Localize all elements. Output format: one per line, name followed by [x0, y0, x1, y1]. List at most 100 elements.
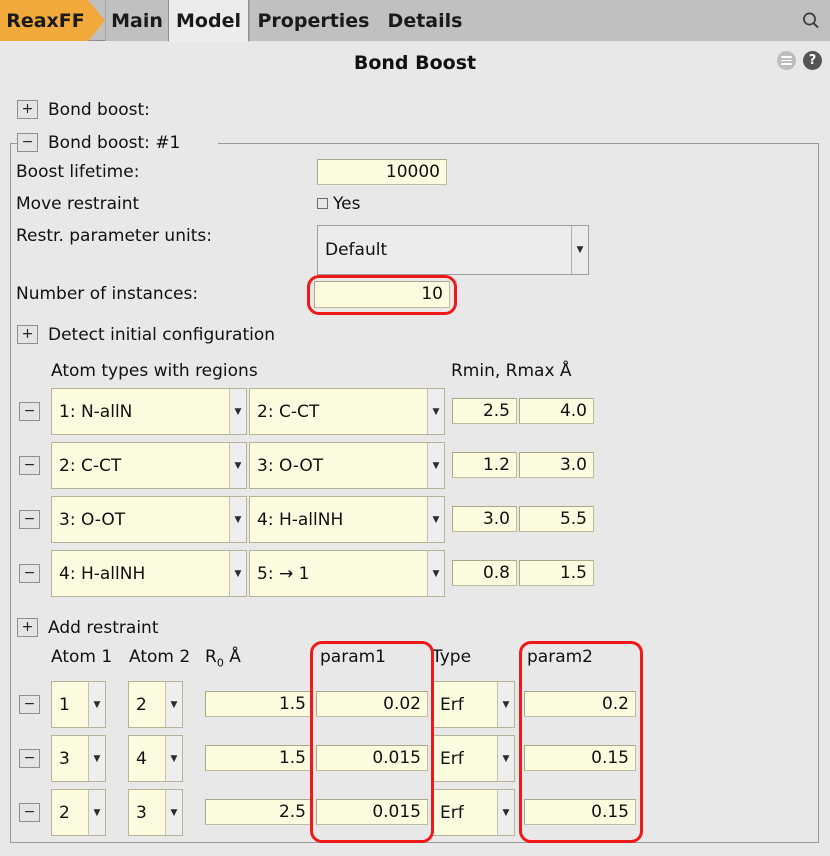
restraint-type-value-row-1: Erf [440, 694, 464, 715]
remove-restraint-row-2[interactable]: − [19, 749, 40, 768]
rmin-input-row-4[interactable]: 0.8 [452, 560, 517, 586]
tab-model[interactable]: Model [168, 0, 249, 42]
rmax-input-row-4[interactable]: 1.5 [519, 560, 594, 586]
remove-atom-type-row-2[interactable]: − [19, 456, 40, 475]
restraint-header-param1: param1 [320, 647, 386, 667]
hamburger-menu-icon[interactable] [777, 51, 796, 70]
help-question-icon[interactable]: ? [803, 51, 822, 70]
remove-atom-type-row-4[interactable]: − [19, 564, 40, 583]
label-detect-initial-configuration: Detect initial configuration [48, 325, 276, 345]
rmax-input-row-1[interactable]: 4.0 [519, 398, 594, 424]
expander-bond-boost-1-glyph: − [21, 134, 34, 150]
restr-parameter-units-dropdown[interactable]: Default ▼ [317, 225, 589, 275]
help-icon-glyph: ? [808, 53, 817, 68]
restraint-header-atom2: Atom 2 [129, 647, 191, 667]
restraint-header-param2: param2 [527, 647, 593, 667]
chevron-down-icon[interactable]: ▼ [165, 736, 182, 781]
rmax-input-row-3[interactable]: 5.5 [519, 506, 594, 532]
boost-lifetime-input[interactable]: 10000 [317, 159, 447, 185]
remove-atom-type-row-3[interactable]: − [19, 510, 40, 529]
chevron-down-icon[interactable]: ▼ [88, 682, 105, 727]
chevron-down-icon[interactable]: ▼ [497, 736, 514, 781]
restraint-header-atom1: Atom 1 [51, 647, 113, 667]
move-restraint-checkbox[interactable] [317, 198, 328, 209]
restraint-atom2-value-row-2: 4 [136, 748, 147, 769]
search-icon[interactable] [800, 10, 822, 32]
atom-type-1-value-row-2: 2: C-CT [59, 455, 122, 476]
page-title: Bond Boost [353, 52, 477, 74]
label-bond-boost: Bond boost: [48, 100, 150, 120]
atom-type-2-dropdown-row-4[interactable]: 5: → 1 ▼ [249, 550, 445, 597]
chevron-down-icon[interactable]: ▼ [571, 226, 588, 274]
restraint-param1-input-row-2[interactable]: 0.015 [316, 745, 428, 771]
restraint-param2-input-row-3[interactable]: 0.15 [524, 799, 636, 825]
remove-restraint-row-1[interactable]: − [19, 695, 40, 714]
rmin-input-row-3[interactable]: 3.0 [452, 506, 517, 532]
expander-bond-boost-glyph: + [21, 101, 34, 117]
chevron-down-icon[interactable]: ▼ [229, 389, 246, 434]
chevron-down-icon[interactable]: ▼ [497, 790, 514, 835]
restraint-atom2-dropdown-row-3[interactable]: 3 ▼ [128, 789, 183, 836]
tab-properties-label: Properties [257, 9, 370, 32]
tab-reaxff[interactable]: ReaxFF [0, 0, 105, 41]
restraint-atom1-dropdown-row-3[interactable]: 2 ▼ [51, 789, 106, 836]
atom-type-2-dropdown-row-2[interactable]: 3: O-OT ▼ [249, 442, 445, 489]
atom-type-1-dropdown-row-3[interactable]: 3: O-OT ▼ [51, 496, 247, 543]
remove-atom-type-row-1[interactable]: − [19, 402, 40, 421]
chevron-down-icon[interactable]: ▼ [229, 497, 246, 542]
restraint-param1-input-row-3[interactable]: 0.015 [316, 799, 428, 825]
tab-properties[interactable]: Properties [249, 0, 377, 41]
label-restr-parameter-units: Restr. parameter units: [16, 226, 212, 246]
chevron-down-icon[interactable]: ▼ [165, 790, 182, 835]
restraint-param1-input-row-1[interactable]: 0.02 [316, 691, 428, 717]
atom-type-2-dropdown-row-1[interactable]: 2: C-CT ▼ [249, 388, 445, 435]
chevron-down-icon[interactable]: ▼ [88, 790, 105, 835]
remove-glyph: − [23, 457, 36, 473]
restraint-r0-input-row-1[interactable]: 1.5 [205, 691, 313, 717]
chevron-down-icon[interactable]: ▼ [497, 682, 514, 727]
rmin-input-row-1[interactable]: 2.5 [452, 398, 517, 424]
restraint-atom2-value-row-1: 2 [136, 694, 147, 715]
restraint-atom1-dropdown-row-2[interactable]: 3 ▼ [51, 735, 106, 782]
rmin-input-row-2[interactable]: 1.2 [452, 452, 517, 478]
expander-add-restraint[interactable]: + [17, 618, 38, 637]
restraint-atom1-value-row-2: 3 [59, 748, 70, 769]
atom-type-2-dropdown-row-3[interactable]: 4: H-allNH ▼ [249, 496, 445, 543]
restraint-atom2-dropdown-row-2[interactable]: 4 ▼ [128, 735, 183, 782]
tab-details[interactable]: Details [377, 0, 473, 41]
expander-detect-initial-configuration[interactable]: + [17, 325, 38, 344]
remove-restraint-row-3[interactable]: − [19, 803, 40, 822]
chevron-down-icon[interactable]: ▼ [229, 443, 246, 488]
restraint-atom1-value-row-3: 2 [59, 802, 70, 823]
restraint-type-dropdown-row-2[interactable]: Erf ▼ [432, 735, 515, 782]
atom-type-1-dropdown-row-1[interactable]: 1: N-allN ▼ [51, 388, 247, 435]
tab-model-label: Model [176, 9, 241, 32]
chevron-down-icon[interactable]: ▼ [427, 497, 444, 542]
restraint-param2-input-row-2[interactable]: 0.15 [524, 745, 636, 771]
chevron-down-icon[interactable]: ▼ [427, 551, 444, 596]
number-of-instances-input[interactable]: 10 [314, 281, 450, 308]
restraint-type-dropdown-row-3[interactable]: Erf ▼ [432, 789, 515, 836]
expander-bond-boost-1[interactable]: − [17, 133, 38, 152]
restraint-atom1-dropdown-row-1[interactable]: 1 ▼ [51, 681, 106, 728]
chevron-down-icon[interactable]: ▼ [229, 551, 246, 596]
chevron-down-icon[interactable]: ▼ [88, 736, 105, 781]
restraint-r0-input-row-3[interactable]: 2.5 [205, 799, 313, 825]
remove-glyph: − [23, 511, 36, 527]
restraint-atom2-value-row-3: 3 [136, 802, 147, 823]
restraint-param2-input-row-1[interactable]: 0.2 [524, 691, 636, 717]
restraint-r0-input-row-2[interactable]: 1.5 [205, 745, 313, 771]
chevron-down-icon[interactable]: ▼ [427, 443, 444, 488]
tab-main[interactable]: Main [105, 0, 168, 41]
atom-type-1-dropdown-row-4[interactable]: 4: H-allNH ▼ [51, 550, 247, 597]
restraint-atom2-dropdown-row-1[interactable]: 2 ▼ [128, 681, 183, 728]
chevron-down-icon[interactable]: ▼ [165, 682, 182, 727]
chevron-down-icon[interactable]: ▼ [427, 389, 444, 434]
atom-type-1-dropdown-row-2[interactable]: 2: C-CT ▼ [51, 442, 247, 489]
rmax-input-row-2[interactable]: 3.0 [519, 452, 594, 478]
expander-bond-boost[interactable]: + [17, 100, 38, 119]
atom-type-1-value-row-3: 3: O-OT [59, 509, 126, 530]
restraint-type-dropdown-row-1[interactable]: Erf ▼ [432, 681, 515, 728]
restraint-header-r0: R0 Å [205, 647, 241, 669]
remove-glyph: − [23, 403, 36, 419]
